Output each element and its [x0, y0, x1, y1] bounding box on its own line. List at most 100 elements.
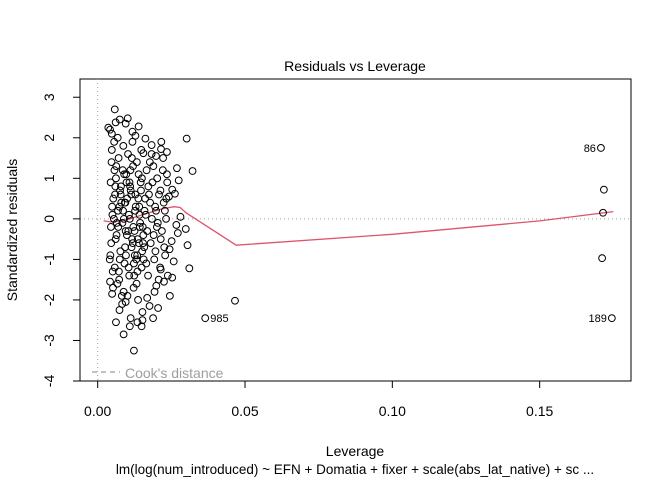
data-point [111, 182, 120, 191]
data-point [155, 190, 163, 199]
data-point [144, 271, 152, 280]
data-point [129, 162, 137, 171]
data-point [109, 283, 117, 292]
y-tick-label: -1 [41, 253, 57, 266]
y-axis: -4 -3 -2 -1 0 1 2 3 [41, 93, 81, 388]
data-point [148, 178, 157, 187]
data-point [147, 150, 156, 158]
data-point [151, 202, 160, 211]
data-point [153, 219, 162, 227]
data-point [163, 170, 171, 179]
outlier-label: 189 [588, 313, 606, 325]
data-point [132, 255, 141, 264]
x-axis-label: Leverage [326, 443, 385, 459]
data-point [107, 239, 116, 248]
data-point [158, 166, 167, 175]
data-point [111, 118, 120, 127]
data-point [167, 237, 176, 246]
data-point [120, 214, 128, 223]
data-point [119, 141, 128, 150]
outlier-point [201, 314, 210, 323]
data-point [154, 304, 162, 312]
data-point [138, 247, 147, 256]
data-point [108, 210, 117, 219]
data-point [133, 235, 142, 244]
data-point [106, 125, 114, 134]
data-point [114, 267, 123, 276]
data-point [116, 247, 125, 256]
data-point [122, 231, 131, 239]
data-point [126, 166, 135, 175]
data-point [159, 154, 167, 162]
data-point [116, 186, 124, 195]
data-point [134, 296, 142, 304]
data-point [128, 235, 137, 244]
outlier-point [607, 314, 616, 323]
x-axis: 0.00 0.05 0.10 0.15 [84, 380, 553, 419]
data-point [140, 243, 149, 252]
data-point [111, 235, 120, 244]
data-point [146, 198, 155, 207]
data-point [169, 257, 178, 266]
data-point [131, 202, 140, 211]
data-point [133, 251, 142, 260]
data-point [131, 206, 140, 215]
data-point [117, 182, 125, 191]
data-point [135, 202, 144, 211]
data-point [106, 178, 115, 187]
data-point [161, 251, 170, 260]
data-point [110, 263, 119, 272]
data-point [130, 259, 138, 268]
data-point [123, 194, 132, 203]
data-point [145, 302, 154, 310]
data-point [115, 255, 124, 264]
data-point [141, 210, 150, 219]
data-point [172, 221, 181, 229]
data-point [124, 263, 133, 272]
data-point [112, 162, 121, 171]
data-point [156, 235, 165, 244]
data-point [150, 287, 159, 296]
data-point [141, 134, 150, 143]
data-point [107, 146, 116, 154]
data-point [158, 227, 166, 235]
data-point [110, 137, 119, 146]
data-point [126, 182, 134, 191]
data-point [182, 134, 191, 143]
data-point [160, 243, 169, 252]
data-point [138, 316, 147, 325]
outlier-point [598, 254, 607, 263]
outlier-label: 86 [584, 143, 596, 155]
y-tick-label: -2 [41, 293, 57, 306]
data-point [127, 154, 136, 162]
y-tick-label: -4 [41, 375, 57, 388]
data-point [151, 247, 160, 256]
data-point [152, 152, 160, 160]
data-point [127, 243, 136, 252]
outlier-point [599, 208, 607, 217]
data-point [120, 259, 129, 268]
data-point [165, 245, 174, 254]
data-point [152, 206, 160, 215]
y-tick-label: 0 [41, 215, 57, 223]
data-point [137, 186, 145, 195]
data-point [120, 170, 129, 179]
x-tick-label: 0.05 [231, 403, 258, 419]
outlier-point [599, 185, 608, 194]
data-point [130, 227, 139, 235]
chart-title: Residuals vs Leverage [284, 58, 426, 74]
data-point [131, 190, 140, 199]
data-point [110, 166, 119, 175]
data-point [188, 167, 197, 175]
data-point [156, 265, 165, 274]
data-point [163, 271, 172, 280]
data-point [128, 239, 137, 248]
data-point [142, 259, 151, 268]
data-point [123, 114, 132, 123]
data-point [115, 115, 124, 124]
data-point [137, 263, 146, 272]
data-point [153, 223, 161, 231]
data-point [115, 306, 124, 314]
data-point [183, 241, 192, 250]
